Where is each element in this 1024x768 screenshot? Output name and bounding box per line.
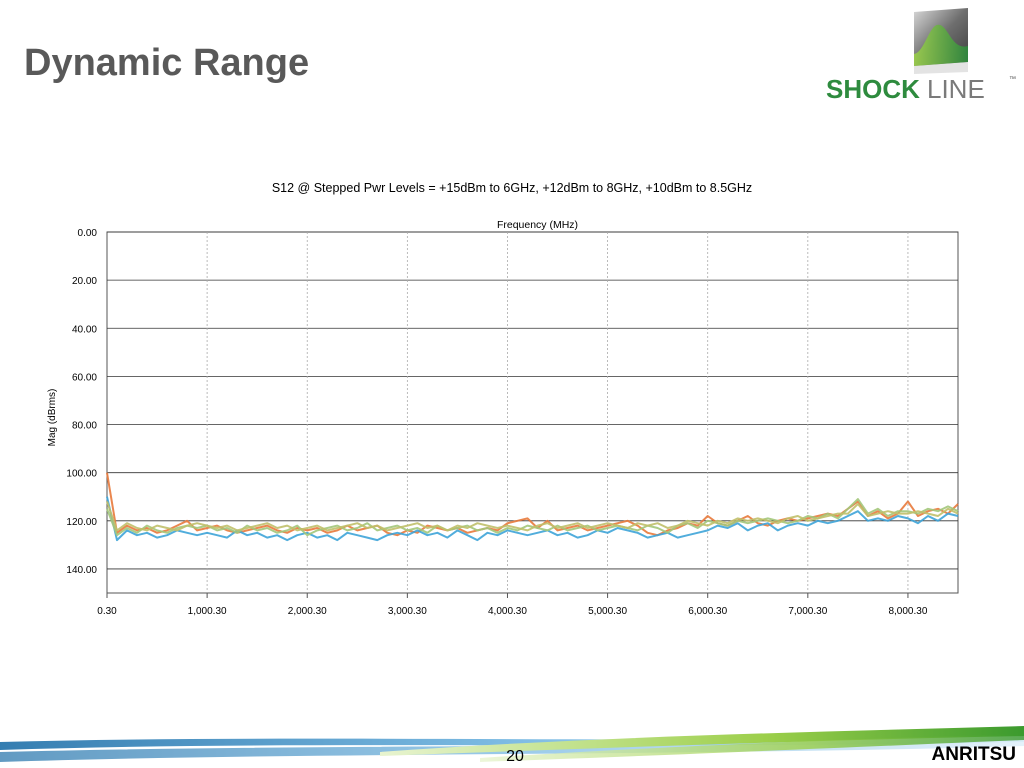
- y-tick-label: 40.00: [72, 324, 97, 335]
- y-tick-label: 0.00: [78, 228, 98, 239]
- dynamic-range-chart: 0.00 20.00 40.00 60.00 80.00 100.00 120.00 140.…: [47, 219, 959, 617]
- series-line-4: [106, 501, 959, 532]
- footer-swoosh: [0, 726, 1024, 762]
- page-number: 20: [506, 748, 524, 765]
- y-tick-label: 20.00: [72, 276, 97, 287]
- x-tick-label: 7,000.30: [788, 606, 827, 617]
- series-line-2: [106, 496, 959, 542]
- y-tick-label: 120.00: [66, 517, 97, 528]
- x-tick-label: 0.30: [97, 606, 117, 617]
- brand-name: ANRITSU: [931, 744, 1016, 765]
- x-tick-label: 4,000.30: [488, 606, 527, 617]
- x-tick-label: 1,000.30: [188, 606, 227, 617]
- x-axis-label: Frequency (MHz): [497, 219, 578, 231]
- logo-tm-text: ™: [1009, 76, 1016, 83]
- series-line-1: [106, 472, 959, 537]
- x-tick-label: 6,000.30: [688, 606, 727, 617]
- y-tick-label: 140.00: [66, 565, 97, 576]
- y-axis-label: Mag (dBrms): [47, 389, 58, 447]
- x-tick-label: 5,000.30: [588, 606, 627, 617]
- slide-title: Dynamic Range: [24, 42, 310, 84]
- shockline-emblem-icon: [914, 8, 968, 74]
- logo-line-text: LINE: [927, 74, 985, 104]
- y-tick-label: 60.00: [72, 372, 97, 383]
- x-tick-label: 3,000.30: [388, 606, 427, 617]
- x-tick-label: 2,000.30: [288, 606, 327, 617]
- y-tick-label: 80.00: [72, 421, 97, 432]
- x-tick-label: 8,000.30: [888, 606, 927, 617]
- shockline-logo: SHOCK LINE ™: [826, 8, 1016, 104]
- plot-area: [106, 231, 959, 594]
- logo-shock-text: SHOCK: [826, 74, 920, 104]
- chart-title: S12 @ Stepped Pwr Levels = +15dBm to 6GH…: [271, 181, 753, 195]
- y-tick-label: 100.00: [66, 469, 97, 480]
